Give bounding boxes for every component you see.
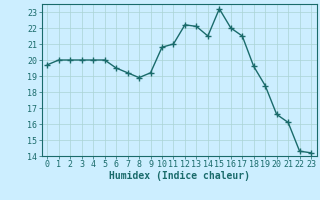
X-axis label: Humidex (Indice chaleur): Humidex (Indice chaleur) [109,171,250,181]
